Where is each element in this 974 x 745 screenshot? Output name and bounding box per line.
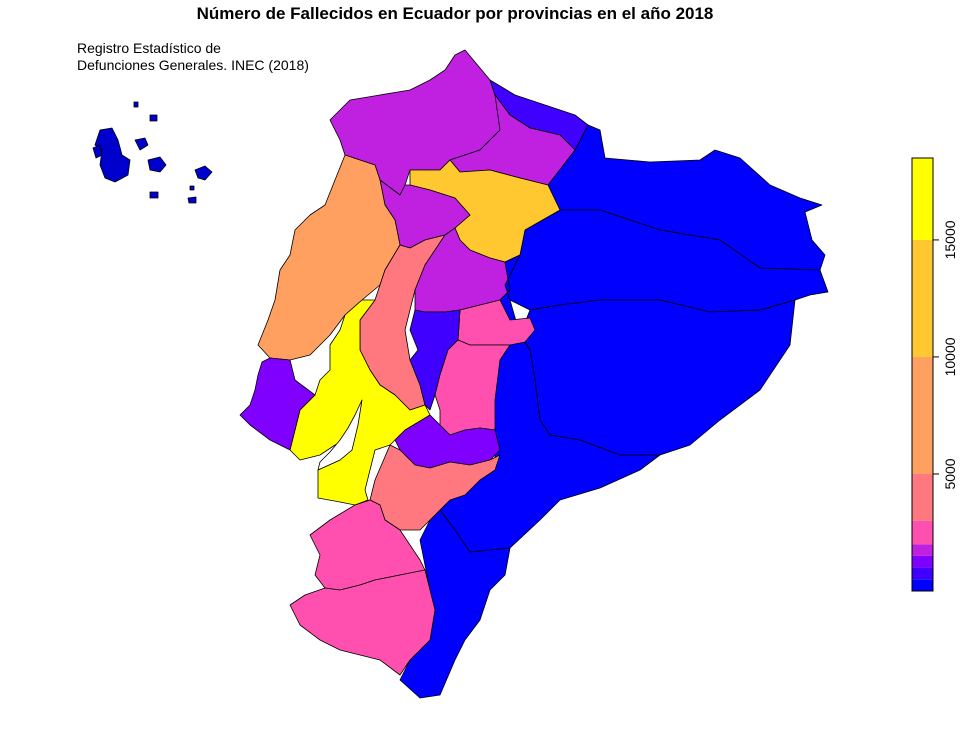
legend-bin-0 bbox=[912, 579, 933, 591]
island-santa-cruz bbox=[147, 156, 167, 173]
chart-title: Número de Fallecidos en Ecuador por prov… bbox=[196, 4, 714, 23]
island-small bbox=[189, 185, 195, 191]
province-el-oro bbox=[309, 499, 426, 591]
legend-bin-1 bbox=[912, 567, 933, 580]
island-santiago bbox=[134, 137, 149, 151]
legend-tick-label-0: 5000 bbox=[942, 458, 958, 489]
legend-bin-4 bbox=[912, 520, 933, 545]
legend-bin-6 bbox=[912, 356, 933, 474]
source-line-2: Defunciones Generales. INEC (2018) bbox=[77, 57, 309, 73]
island-espanola bbox=[187, 196, 197, 204]
legend-tick-label-2: 15000 bbox=[942, 220, 958, 259]
island-marchena bbox=[149, 114, 158, 122]
legend-bin-5 bbox=[912, 473, 933, 521]
legend-bin-7 bbox=[912, 239, 933, 357]
island-fernandina bbox=[92, 144, 103, 159]
gulf-inlet bbox=[317, 399, 363, 471]
legend-bin-2 bbox=[912, 555, 933, 568]
island-san-cristobal bbox=[194, 165, 213, 181]
source-line-1: Registro Estadístico de bbox=[77, 40, 221, 56]
legend-bin-3 bbox=[912, 544, 933, 556]
island-floreana bbox=[149, 191, 159, 199]
province-manabi bbox=[257, 154, 401, 361]
galapagos-islands bbox=[92, 101, 213, 204]
island-pinta bbox=[133, 101, 139, 108]
legend-tick-label-1: 10000 bbox=[942, 337, 958, 376]
province-zamora-chinchipe bbox=[399, 509, 511, 699]
legend-frame bbox=[911, 157, 934, 592]
source-note: Registro Estadístico de Defunciones Gene… bbox=[77, 40, 309, 74]
legend-bin-8 bbox=[912, 158, 933, 240]
province-santa-elena bbox=[239, 357, 316, 451]
province-loja bbox=[289, 569, 436, 676]
